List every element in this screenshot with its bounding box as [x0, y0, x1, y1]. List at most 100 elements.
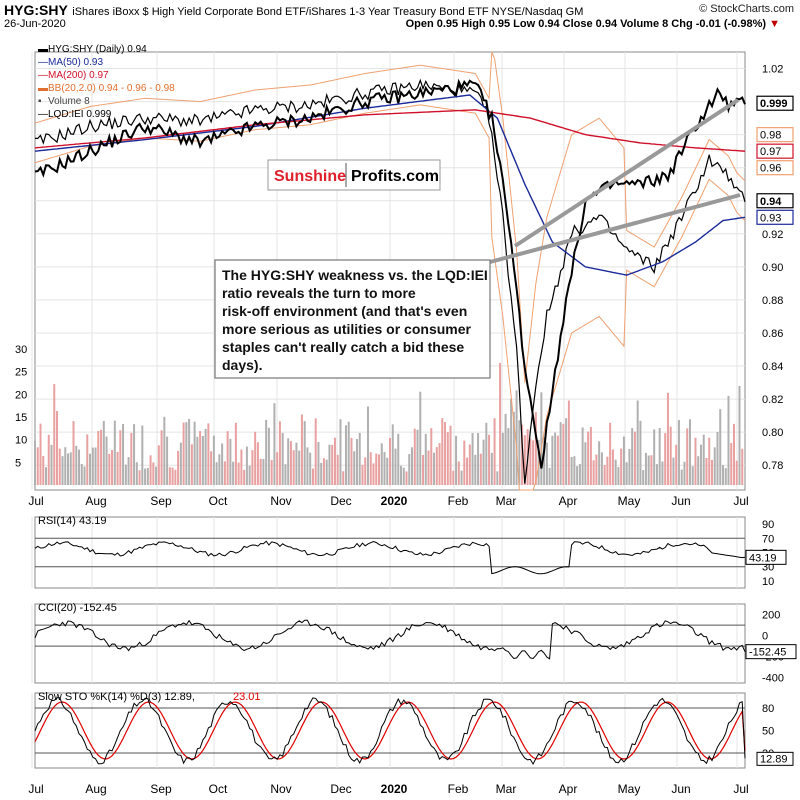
- volume-bar: [499, 362, 502, 485]
- volume-bar: [256, 442, 259, 485]
- volume-bar: [460, 470, 463, 485]
- volume-bar: [738, 385, 741, 485]
- stoch-y-tick-label: 50: [762, 726, 774, 738]
- volume-bar: [259, 458, 262, 485]
- volume-bar: [672, 457, 675, 485]
- volume-bar: [702, 434, 705, 485]
- volume-bar: [578, 464, 581, 485]
- volume-bar: [149, 455, 152, 485]
- legend-entry: BB(20,2.0) 0.94 - 0.96 - 0.98: [48, 83, 175, 94]
- annotation-line: risk-off environment (and that's even: [222, 303, 467, 319]
- volume-bar: [201, 435, 204, 485]
- cci-last-tag: -152.45: [749, 647, 786, 659]
- stoch-k-line: [34, 697, 746, 766]
- price-tag: 0.96: [756, 160, 794, 176]
- volume-bar: [589, 427, 592, 485]
- volume-bar: [215, 462, 218, 485]
- volume-bar: [306, 447, 309, 485]
- x-month-label: 2020: [381, 494, 408, 508]
- volume-bar: [391, 424, 394, 485]
- volume-bar: [166, 436, 169, 485]
- x-month-label-bottom: Aug: [85, 782, 106, 796]
- volume-bar: [298, 450, 301, 485]
- symbol-label: HYG:SHY: [4, 2, 68, 18]
- volume-y-tick-label: 10: [15, 435, 27, 447]
- volume-bar: [34, 440, 36, 485]
- price-tag-box: [756, 193, 794, 209]
- volume-bar: [614, 459, 617, 485]
- cci-title: CCI(20) -152.45: [38, 602, 117, 614]
- volume-bar: [295, 442, 298, 485]
- volume-bar: [72, 421, 75, 485]
- volume-bar: [493, 418, 496, 485]
- legend-marker: ▪: [38, 96, 42, 107]
- volume-bar: [138, 470, 141, 485]
- volume-y-tick-label: 5: [15, 457, 21, 469]
- volume-bar: [361, 464, 364, 485]
- volume-bar: [111, 450, 114, 485]
- hyg-shy-price-line: [35, 78, 746, 484]
- volume-bar: [273, 403, 276, 485]
- volume-bar: [567, 400, 570, 485]
- volume-bar: [653, 429, 656, 485]
- volume-bar: [658, 427, 661, 485]
- volume-bar: [89, 453, 92, 485]
- volume-bar: [438, 443, 441, 485]
- volume-bar: [565, 418, 568, 485]
- volume-bar: [135, 462, 138, 485]
- volume-bar: [223, 461, 226, 485]
- volume-bar: [39, 423, 42, 485]
- volume-bar: [377, 454, 380, 485]
- volume-bar: [80, 464, 83, 485]
- volume-bar: [644, 452, 647, 485]
- volume-bar: [389, 437, 391, 485]
- volume-bar: [317, 442, 320, 485]
- x-month-label: Jul: [733, 494, 748, 508]
- volume-bar: [669, 426, 672, 485]
- volume-y-tick-label: 30: [15, 344, 27, 356]
- stoch-last-k-box: [756, 751, 794, 766]
- volume-bar: [56, 411, 59, 485]
- trend-line-upper: [513, 98, 740, 248]
- volume-bar: [496, 471, 499, 485]
- volume-bar: [482, 439, 485, 485]
- volume-bar: [661, 461, 664, 485]
- volume-bar: [405, 471, 408, 485]
- legend-entry: MA(200) 0.97: [48, 70, 109, 81]
- volume-bar: [699, 444, 702, 485]
- volume-bar: [325, 459, 328, 485]
- volume-bar: [155, 466, 158, 485]
- x-month-label: Sep: [150, 494, 172, 508]
- lqd-iei-line: [34, 78, 746, 469]
- volume-bar: [562, 423, 565, 485]
- volume-bar: [163, 416, 166, 485]
- volume-bar: [719, 409, 722, 485]
- volume-bar: [556, 435, 559, 485]
- volume-bar: [42, 455, 45, 485]
- volume-bar: [680, 469, 683, 485]
- volume-bar: [218, 454, 221, 485]
- volume-bar: [314, 418, 317, 485]
- volume-bar: [369, 452, 372, 485]
- chart-header-title: HYG:SHY iShares iBoxx $ High Yield Corpo…: [4, 2, 583, 20]
- volume-bar: [510, 398, 513, 485]
- volume-bar: [708, 437, 711, 485]
- volume-bar: [735, 460, 738, 485]
- volume-bar: [119, 430, 122, 485]
- x-month-label-bottom: Feb: [448, 782, 469, 796]
- stockcharts-brand[interactable]: © StockCharts.com: [699, 3, 794, 15]
- legend-entry: HYG:SHY (Daily) 0.94: [48, 44, 147, 55]
- volume-bar: [523, 435, 526, 485]
- price-tag-box: [756, 209, 794, 225]
- volume-bar: [548, 467, 551, 485]
- volume-bar: [248, 465, 251, 485]
- volume-bar: [144, 468, 147, 485]
- volume-bar: [394, 448, 397, 485]
- price-y-tick-label: 0.82: [762, 394, 783, 406]
- price-tag-label: 0.93: [760, 212, 781, 224]
- annotation-box: [214, 259, 491, 379]
- rsi-y-tick-label: 10: [762, 576, 774, 588]
- volume-bar: [587, 431, 590, 485]
- price-tag-box: [756, 160, 794, 176]
- price-tag: 0.98: [756, 127, 794, 143]
